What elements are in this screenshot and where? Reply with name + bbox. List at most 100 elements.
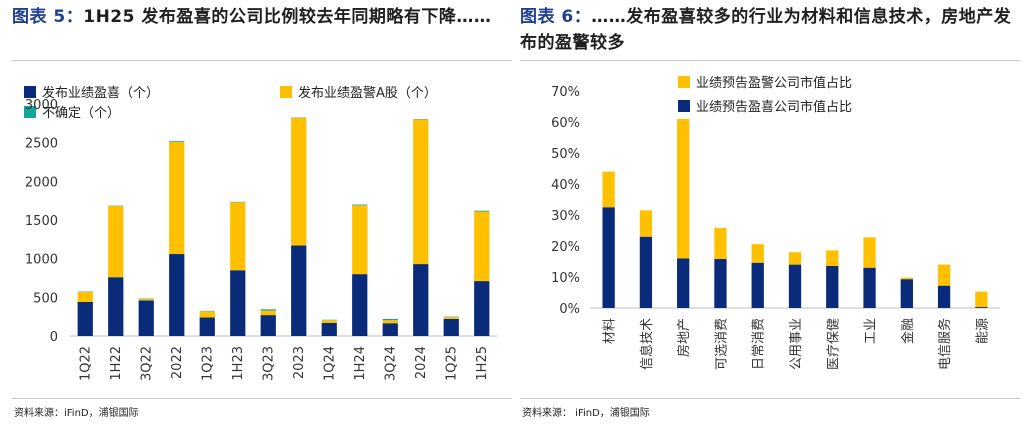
x-tick-label: 电信服务 <box>937 318 953 370</box>
x-tick-label: 金融 <box>900 318 916 344</box>
bar-positive <box>751 262 764 308</box>
bar-positive <box>975 307 988 308</box>
bar-positive <box>474 281 490 336</box>
x-tick-label: 1H23 <box>231 346 246 381</box>
legend-label-positive: 业绩预告盈喜公司市值占比 <box>696 99 852 115</box>
legend-swatch-warning <box>678 76 690 88</box>
bar-positive <box>199 317 215 336</box>
figure-5-label: 图表 5： <box>12 7 84 27</box>
x-tick-label: 1Q25 <box>444 346 459 381</box>
bar-positive <box>260 315 276 336</box>
bar-positive <box>826 265 839 308</box>
y-tick-label: 50% <box>551 147 580 162</box>
y-tick-label: 0% <box>559 302 580 317</box>
x-tick-label: 3Q22 <box>139 346 154 381</box>
figure-5-source: 资料来源：iFinD，浦银国际 <box>14 408 139 419</box>
x-tick-label: 3Q24 <box>383 346 398 381</box>
figure-5-panel: 图表 5：1H25 发布盈喜的公司比例较去年同期略有下降…… 发布业绩盈喜（个）… <box>12 0 512 424</box>
bar-warning <box>975 291 988 308</box>
x-tick-label: 1H25 <box>475 346 490 381</box>
bar-warning <box>937 264 951 286</box>
x-tick-label: 信息技术 <box>639 318 655 370</box>
bar-warning <box>352 205 368 275</box>
bar-warning <box>138 298 154 301</box>
figure-5-title: 图表 5：1H25 发布盈喜的公司比例较去年同期略有下降…… <box>12 4 512 30</box>
x-tick-label: 工业 <box>864 318 879 344</box>
legend-swatch-positive <box>24 86 36 98</box>
x-tick-label: 可选消费 <box>714 318 729 370</box>
bar-warning <box>474 211 490 282</box>
figure-5-marks: 0 500 1000 1500 2000 2500 3000 1Q22 1H22 3Q22 2022… <box>25 98 497 381</box>
figure-6-top-rule <box>520 60 1020 61</box>
y-tick-label: 2000 <box>25 175 58 190</box>
bar-uncertain <box>382 318 398 321</box>
y-tick-label: 20% <box>551 240 580 255</box>
bar-warning <box>639 210 653 237</box>
x-tick-label: 1H22 <box>109 346 124 381</box>
x-tick-label: 日常消费 <box>752 318 767 370</box>
bar-uncertain <box>260 309 276 311</box>
bar-warning <box>751 244 764 263</box>
x-tick-label: 医疗保健 <box>826 318 841 370</box>
figure-5-top-rule <box>12 60 512 61</box>
bar-warning <box>77 291 93 302</box>
figure-5-chart: 发布业绩盈喜（个） 发布业绩盈警A股（个） 不确定（个） 0 500 1000 150… <box>24 85 497 381</box>
x-tick-label: 3Q23 <box>261 346 276 381</box>
bar-uncertain <box>474 210 490 212</box>
bar-positive <box>900 279 913 308</box>
figure-6-bottom-rule <box>520 398 1020 399</box>
bar-warning <box>788 252 802 265</box>
y-tick-label: 500 <box>33 291 58 306</box>
y-tick-label: 60% <box>551 116 580 131</box>
bar-positive <box>230 270 246 336</box>
bar-positive <box>413 264 429 336</box>
bar-warning <box>199 311 215 318</box>
bar-positive <box>291 245 307 336</box>
figure-6-chart: 业绩预告盈警公司市值占比 业绩预告盈喜公司市值占比 0% 10% 20% 30% 40%… <box>551 75 1000 370</box>
bar-warning <box>382 320 398 324</box>
figure-6-title: 图表 6：……发布盈喜较多的行业为材料和信息技术，房地产发布的盈警较多 <box>520 4 1020 56</box>
y-tick-label: 1500 <box>25 214 58 229</box>
bar-positive <box>443 318 459 336</box>
bar-warning <box>826 250 839 266</box>
bar-warning <box>108 206 124 278</box>
bar-warning <box>413 119 429 265</box>
x-tick-label: 房地产 <box>676 318 692 357</box>
bar-uncertain <box>352 204 368 206</box>
bar-positive <box>714 259 727 308</box>
bar-positive <box>352 274 368 336</box>
bar-positive <box>863 267 876 308</box>
bar-warning <box>900 277 913 280</box>
x-tick-label: 1Q24 <box>322 346 337 381</box>
legend-swatch-positive <box>678 100 690 112</box>
figure-6-panel: 图表 6：……发布盈喜较多的行业为材料和信息技术，房地产发布的盈警较多 业绩预告… <box>520 0 1020 424</box>
bar-uncertain <box>169 141 185 142</box>
x-tick-label: 1Q23 <box>200 346 215 381</box>
x-tick-label: 1H24 <box>353 346 368 381</box>
bar-positive <box>937 285 951 308</box>
legend-swatch-uncertain <box>24 106 36 118</box>
x-tick-label: 2024 <box>414 346 429 379</box>
y-tick-label: 3000 <box>25 98 58 113</box>
bar-positive <box>321 322 337 336</box>
y-tick-label: 70% <box>551 85 580 100</box>
bar-positive <box>677 258 690 308</box>
y-tick-label: 2500 <box>25 137 58 152</box>
figure-6-title-text: ……发布盈喜较多的行业为材料和信息技术，房地产发布的盈警较多 <box>520 7 1012 53</box>
figure-6-source: 资料来源： iFinD，浦银国际 <box>522 408 650 419</box>
bar-warning <box>321 320 337 323</box>
x-tick-label: 2022 <box>170 346 185 379</box>
y-tick-label: 10% <box>551 271 580 286</box>
x-tick-label: 材料 <box>603 318 618 344</box>
y-tick-label: 0 <box>50 330 58 345</box>
bar-warning <box>863 237 876 268</box>
figure-6-label: 图表 6： <box>520 7 592 27</box>
y-tick-label: 40% <box>551 178 580 193</box>
legend-swatch-warning <box>280 86 292 98</box>
bar-positive <box>169 254 185 336</box>
x-tick-label: 能源 <box>975 318 990 344</box>
bar-warning <box>714 228 727 260</box>
figure-6-marks: 0% 10% 20% 30% 40% 50% 60% 70% 材料 信息技术 房地产 可选消费 日常消费… <box>551 85 1000 370</box>
figure-5-bottom-rule <box>12 398 512 399</box>
